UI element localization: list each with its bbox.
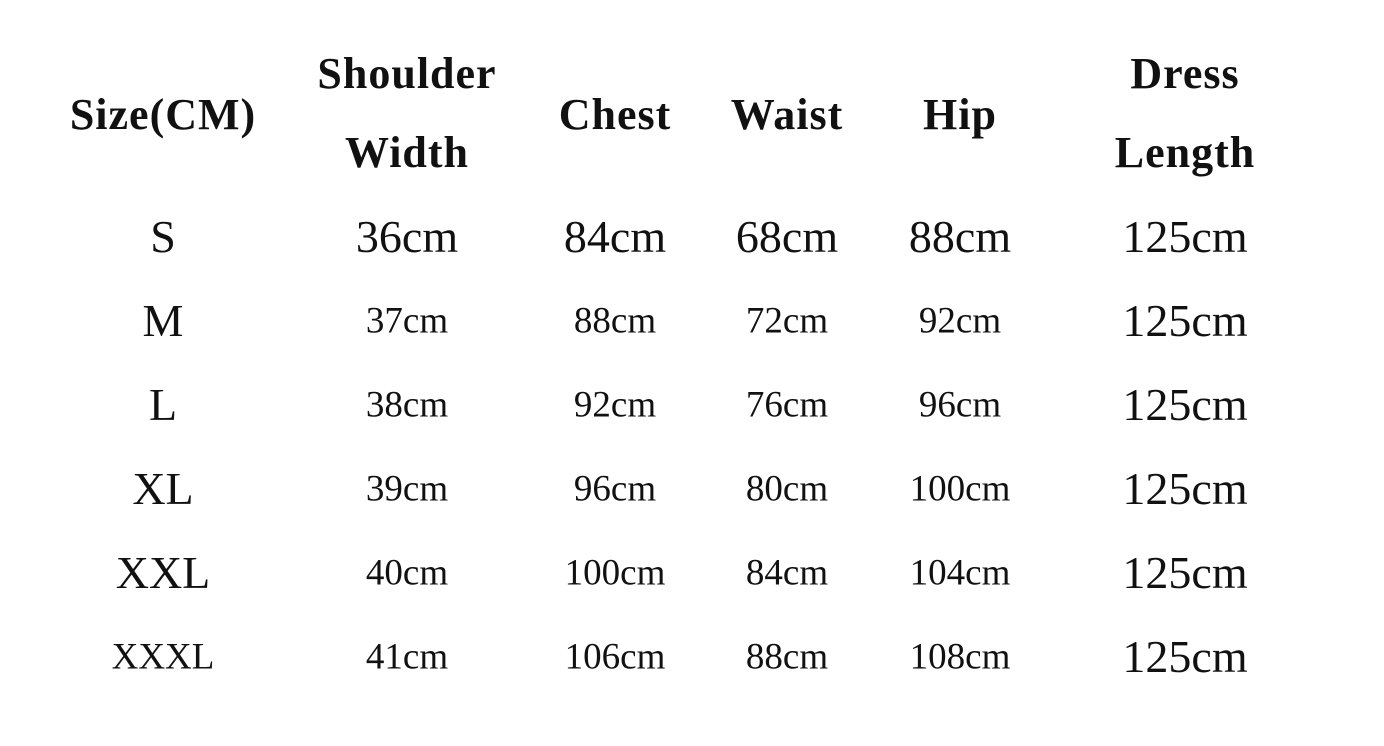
cell-chest: 106cm	[564, 636, 666, 678]
header-shoulder-width-line2: Width	[344, 128, 470, 177]
header-dress-length-line1: Dress	[1130, 49, 1240, 98]
cell-shoulder-width: 39cm	[365, 468, 449, 510]
cell-dress-length: 125cm	[1122, 631, 1248, 682]
cell-hip: 92cm	[918, 300, 1002, 342]
cell-hip: 100cm	[909, 468, 1011, 510]
cell-dress-length: 125cm	[1122, 379, 1248, 430]
header-hip: Hip	[923, 90, 997, 139]
cell-chest: 88cm	[573, 300, 657, 342]
cell-dress-length: 125cm	[1122, 463, 1248, 514]
cell-waist: 88cm	[745, 636, 829, 678]
cell-waist: 76cm	[745, 384, 829, 426]
cell-chest: 92cm	[573, 384, 657, 426]
cell-shoulder-width: 41cm	[365, 636, 449, 678]
cell-size: XXXL	[111, 636, 215, 678]
cell-shoulder-width: 38cm	[365, 384, 449, 426]
cell-waist: 72cm	[745, 300, 829, 342]
cell-chest: 96cm	[573, 468, 657, 510]
cell-size: XL	[132, 463, 194, 514]
cell-dress-length: 125cm	[1122, 547, 1248, 598]
cell-chest: 100cm	[564, 552, 666, 594]
cell-size: S	[150, 211, 176, 262]
header-shoulder-width-line1: Shoulder	[317, 49, 497, 98]
cell-waist: 84cm	[745, 552, 829, 594]
cell-hip: 104cm	[909, 552, 1011, 594]
cell-chest: 84cm	[563, 211, 667, 262]
header-dress-length-line2: Length	[1114, 128, 1256, 177]
cell-hip: 96cm	[918, 384, 1002, 426]
cell-waist: 68cm	[735, 211, 839, 262]
cell-waist: 80cm	[745, 468, 829, 510]
header-size: Size(CM)	[69, 90, 257, 139]
cell-size: M	[142, 295, 184, 346]
cell-hip: 88cm	[908, 211, 1012, 262]
cell-dress-length: 125cm	[1122, 295, 1248, 346]
header-chest: Chest	[558, 90, 672, 139]
cell-shoulder-width: 36cm	[355, 211, 459, 262]
cell-size: L	[148, 379, 178, 430]
cell-shoulder-width: 40cm	[365, 552, 449, 594]
header-waist: Waist	[730, 90, 844, 139]
cell-shoulder-width: 37cm	[365, 300, 449, 342]
cell-hip: 108cm	[909, 636, 1011, 678]
cell-dress-length: 125cm	[1122, 211, 1248, 262]
cell-size: XXL	[115, 547, 211, 598]
